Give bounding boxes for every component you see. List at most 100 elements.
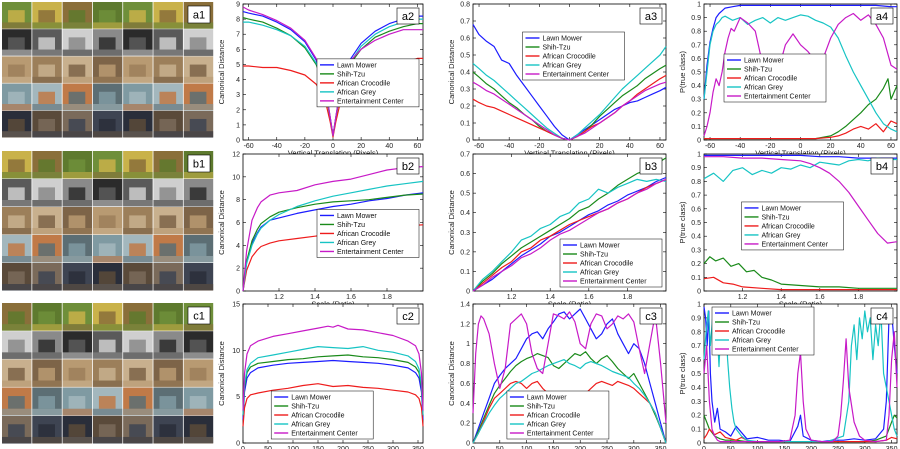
thumbnail-ground <box>153 76 183 84</box>
thumbnail-object <box>68 396 86 409</box>
y-tick-label: 0.4 <box>691 234 701 241</box>
chart-c2: 050100150200250300350051015Rotation Degr… <box>217 302 424 449</box>
thumbnail-object <box>8 396 25 409</box>
thumbnail-ground <box>183 352 214 360</box>
series-line-lawn <box>703 4 897 100</box>
y-tick-label: 0.5 <box>691 70 701 77</box>
panel-label-a1: a1 <box>193 10 205 22</box>
thumbnail-object <box>189 215 207 228</box>
panel-label-box-a1 <box>187 5 211 24</box>
thumbnail-object <box>189 118 207 132</box>
thumbnail-ground <box>62 284 93 291</box>
x-tick-label: 1.2 <box>738 294 748 301</box>
thumbnail-ground <box>62 131 93 138</box>
x-tick-label: -60 <box>705 143 715 150</box>
thumbnail-ground <box>92 284 123 291</box>
y-tick-label: 0.5 <box>691 371 701 378</box>
y-tick-label: 0.3 <box>460 230 470 237</box>
x-tick-label: 0 <box>799 143 803 150</box>
y-tick-label: 0 <box>697 138 701 145</box>
thumbnail-object <box>129 271 146 284</box>
thumbnail-ground <box>123 76 153 84</box>
legend-entry: Shih-Tzu <box>732 320 760 327</box>
y-tick-label: 0.7 <box>691 42 701 49</box>
chart-a3: -60 -40 -20 0 20 40 60 0 0.1 0.2 0.3 0.4 0.5 0.6 0.7 0.… <box>447 2 667 158</box>
thumbnail-object <box>189 37 207 50</box>
chart-b2: 1.21.41.61.8024681012Scale (Ratio)Canoni… <box>217 152 424 309</box>
thumbnail-object <box>8 91 25 104</box>
legend-entry: African Grey <box>291 422 330 429</box>
thumbnail-ground <box>62 408 93 416</box>
thumbnail-object <box>159 215 177 228</box>
panel-label-c3: c3 <box>645 311 657 323</box>
x-tick-label: 150 <box>548 446 560 449</box>
thumbnail-ground <box>183 284 214 291</box>
panel-label-a3: a3 <box>645 11 657 23</box>
series-line-ent <box>242 324 424 411</box>
legend-entry: African Crocodile <box>527 413 580 420</box>
y-tick-label: 1 <box>236 122 240 129</box>
thumbnail-object <box>68 215 86 228</box>
legend: Lawn Mower Shih-Tzu African Crocodile Afric… <box>522 31 625 81</box>
y-tick-label: 10 <box>232 348 240 355</box>
thumbnail-object <box>68 271 86 284</box>
y-tick-label: 0.6 <box>460 171 470 178</box>
y-tick-label: 0 <box>697 441 701 448</box>
x-axis-label: Vertical Translation (Pixels) <box>288 149 379 158</box>
thumbnail-object <box>159 159 177 172</box>
series-line-croc <box>704 120 898 140</box>
panel-label-a2: a2 <box>402 11 414 23</box>
panel-label-box-b1 <box>187 154 211 173</box>
y-axis-label: Canonical Distance <box>217 341 226 406</box>
series-line-ent <box>472 311 667 424</box>
x-tick-label: 1.2 <box>274 294 284 301</box>
y-tick-label: 0.3 <box>691 97 701 104</box>
thumbnail-ground <box>2 172 32 179</box>
thumbnail-object <box>189 424 207 437</box>
image-grid-b1 <box>2 151 214 291</box>
thumbnail-ground <box>2 352 32 360</box>
thumbnail-object <box>159 118 177 132</box>
thumbnail-object <box>129 64 146 77</box>
y-tick-label: 10 <box>232 174 240 181</box>
thumbnail-ground <box>32 436 62 444</box>
thumbnail-ground <box>62 256 93 263</box>
thumbnail-object <box>159 37 177 50</box>
thumbnail-ground <box>62 49 93 57</box>
y-tick-label: 1.2 <box>460 321 470 328</box>
x-tick-label: -20 <box>765 143 775 150</box>
thumbnail-ground <box>153 380 183 388</box>
thumbnail-ground <box>92 131 123 138</box>
x-tick-label: 100 <box>287 446 299 449</box>
panel-label-c1: c1 <box>193 311 205 323</box>
thumbnail-ground <box>153 49 183 57</box>
series-line-grey <box>703 14 898 133</box>
panel-label-box <box>396 157 420 175</box>
x-tick-label: 40 <box>626 143 634 150</box>
legend-entry: African Crocodile <box>543 54 596 61</box>
thumbnail-object <box>98 215 116 228</box>
legend-entry: Shih-Tzu <box>337 71 365 78</box>
x-tick-label: 20 <box>596 143 604 150</box>
legend-entry: African Grey <box>762 232 801 239</box>
thumbnail-ground <box>183 228 214 235</box>
y-tick-label: 0.6 <box>691 357 701 364</box>
thumbnail-object <box>98 424 116 437</box>
y-tick-label: 0.2 <box>460 421 470 428</box>
x-tick-label: 1.4 <box>545 294 555 301</box>
legend-entry: African Grey <box>744 85 783 92</box>
thumbnail-object <box>8 64 25 77</box>
y-tick-label: 0.4 <box>691 83 701 90</box>
thumbnail-ground <box>92 352 123 360</box>
y-axis-label: Canonical Distance <box>217 40 226 105</box>
y-tick-label: 0.3 <box>691 399 701 406</box>
y-tick-label: 0.3 <box>460 87 470 94</box>
thumbnail-ground <box>62 228 93 235</box>
legend-entry: African Grey <box>580 270 619 277</box>
thumbnail-object <box>159 339 177 353</box>
thumbnail-ground <box>183 76 214 84</box>
thumbnail-ground <box>32 256 62 263</box>
thumbnail-ground <box>123 104 153 111</box>
thumbnail-object <box>129 118 146 132</box>
x-tick-label: 150 <box>312 446 324 449</box>
